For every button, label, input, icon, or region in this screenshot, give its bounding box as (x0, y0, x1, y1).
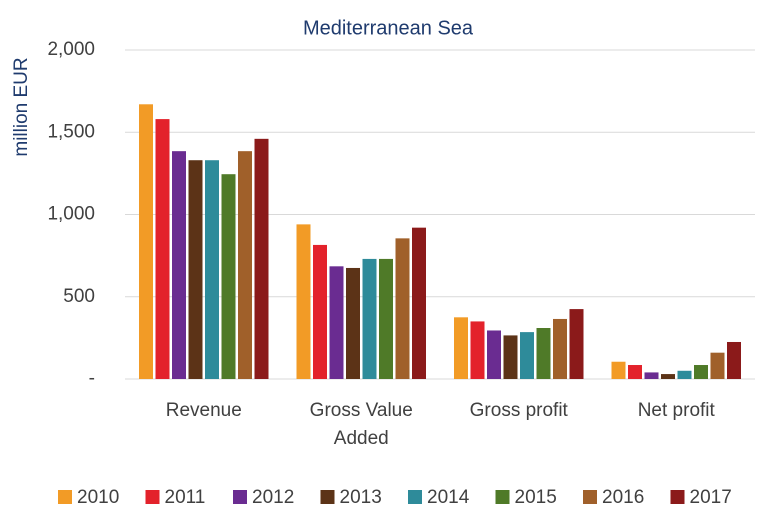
bar (454, 317, 468, 379)
bar (254, 138, 269, 379)
y-tick-label: 1,500 (47, 121, 95, 142)
legend-label: 2011 (165, 487, 206, 508)
bar (503, 335, 518, 379)
legend-swatch (58, 490, 72, 504)
legend-label: 2016 (602, 487, 644, 508)
legend-label: 2015 (515, 487, 557, 508)
bar (329, 266, 344, 379)
bar (362, 258, 377, 379)
legend-label: 2017 (690, 487, 732, 508)
y-tick-label: 500 (63, 286, 95, 307)
legend-label: 2014 (427, 487, 470, 508)
legend-swatch (670, 490, 685, 504)
bar (611, 361, 626, 379)
bar (553, 318, 567, 379)
legend-swatch (583, 490, 597, 504)
bar (221, 174, 236, 379)
bar (628, 365, 642, 379)
bar (238, 151, 252, 379)
y-tick-label: 1,000 (47, 204, 95, 225)
chart-title: Mediterranean Sea (303, 17, 474, 39)
x-tick-label: Gross Value Added (309, 400, 413, 449)
y-axis-label: million EUR (11, 57, 32, 156)
bar (155, 119, 170, 379)
legend-swatch (408, 490, 422, 504)
legend-label: 2010 (77, 487, 119, 508)
x-tick-label: Revenue (165, 400, 242, 421)
bar (520, 332, 534, 379)
bar (470, 321, 485, 379)
bar (710, 352, 725, 379)
bar (188, 160, 203, 379)
bar (296, 224, 311, 379)
bar (313, 244, 327, 379)
bar (677, 370, 692, 379)
bar (727, 341, 741, 379)
x-tick-label: Net profit (637, 400, 715, 421)
legend-label: 2012 (252, 487, 294, 508)
bar (569, 309, 584, 379)
bar (694, 365, 708, 379)
y-tick-label: - (89, 368, 95, 389)
bar (412, 227, 426, 379)
legend-label: 2013 (340, 487, 382, 508)
bar (346, 267, 360, 379)
legend-swatch (233, 490, 247, 504)
y-tick-label: 2,000 (47, 39, 95, 60)
bar (379, 258, 393, 379)
bar (205, 160, 219, 379)
bar (172, 151, 186, 379)
bar (139, 104, 153, 379)
bar (487, 330, 501, 379)
bar (644, 372, 659, 379)
bar (536, 328, 551, 379)
bar (395, 238, 410, 379)
bar (661, 374, 675, 379)
legend-swatch (145, 490, 160, 504)
legend-swatch (495, 490, 510, 504)
x-tick-label: Gross profit (469, 400, 568, 421)
legend-swatch (320, 490, 335, 504)
